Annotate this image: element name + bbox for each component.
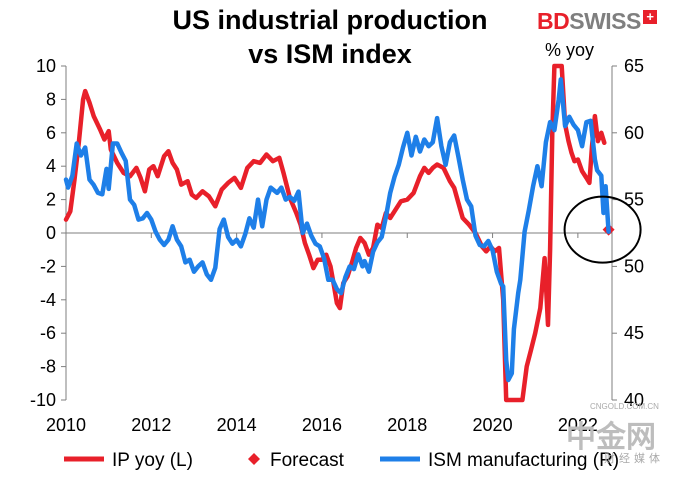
legend-label: IP yoy (L) [112,450,193,471]
x-tick-label: 2012 [131,415,171,435]
watermark-sub: 财经媒体 [604,453,664,465]
chart-title-line2: vs ISM index [248,39,412,69]
legend-label: Forecast [270,450,345,471]
left-tick-label: -8 [40,357,56,377]
ip-line [63,63,607,403]
left-tick-label: -4 [40,290,56,310]
axes [61,65,617,401]
legend-swatch-diamond [248,453,260,465]
watermark-url: CNGOLD.COM.CN [590,402,659,411]
left-tick-label: 6 [46,123,56,143]
x-tick-label: 2016 [302,415,342,435]
left-tick-label: -10 [30,390,56,410]
brand-logo-bd: BD [537,8,570,34]
ism-line [63,77,611,383]
x-tick-label: 2020 [473,415,513,435]
watermark-logo: 中金网 [566,421,656,454]
left-tick-label: 10 [36,56,56,76]
left-tick-label: 2 [46,190,56,210]
brand-plus-icon: + [642,10,657,24]
left-tick-label: 8 [46,89,56,109]
legend: IP yoy (L) Forecast ISM manufacturing (R) [64,450,619,471]
left-tick-label: 4 [46,156,56,176]
right-tick-label: 45 [624,323,644,343]
x-tick-label: 2022 [558,415,598,435]
right-tick-label: 50 [624,256,644,276]
right-tick-label: 60 [624,123,644,143]
x-tick-label: 2014 [217,415,257,435]
left-tick-label: -2 [40,256,56,276]
x-tick-label: 2018 [387,415,427,435]
right-axis-unit: % yoy [545,40,595,60]
series-lines [63,63,642,403]
brand-logo-swiss: SWISS [569,8,641,34]
right-tick-label: 65 [624,56,644,76]
legend-label: ISM manufacturing (R) [428,450,619,471]
right-tick-label: 55 [624,190,644,210]
brand-logo: BDSWISS + [537,8,657,35]
tick-labels: 10 8 6 4 2 0 -2 -4 -6 -8 -10 65 60 55 50 45 40 2010 2012 20… [30,56,644,435]
x-tick-label: 2010 [46,415,86,435]
left-tick-label: 0 [46,223,56,243]
latest-annotation-circle [563,195,642,264]
chart-title-line1: US industrial production [172,5,488,35]
right-tick-label: 40 [624,390,644,410]
left-tick-label: -6 [40,323,56,343]
